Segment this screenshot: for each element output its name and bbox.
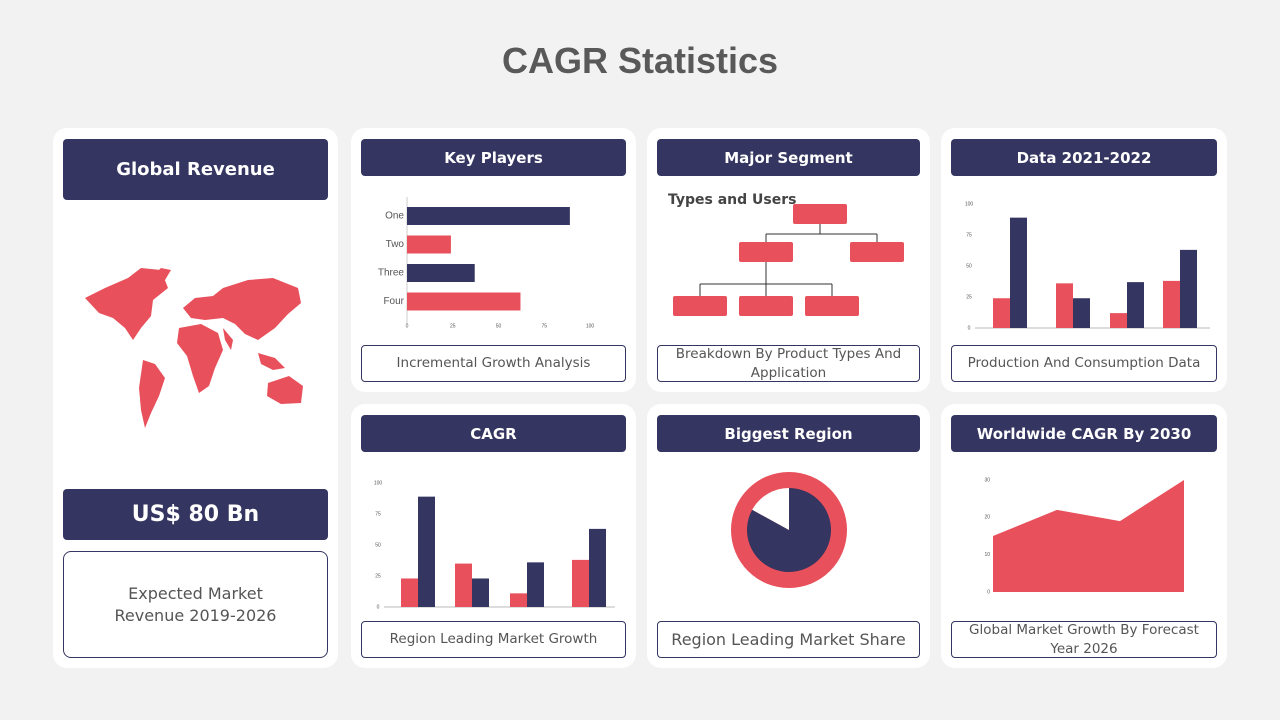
y-tick-label: 0 — [377, 604, 380, 610]
bar — [407, 264, 475, 282]
category-label: Three — [378, 268, 405, 279]
x-tick-label: 75 — [541, 323, 547, 329]
y-tick-label: 0 — [968, 325, 971, 331]
panel: Types and Users Major Segment Breakdown … — [647, 128, 930, 392]
revenue-caption: Expected Market Revenue 2019-2026 — [63, 551, 328, 658]
x-tick-label: 25 — [450, 323, 456, 329]
bar — [401, 578, 418, 607]
bar — [1110, 313, 1127, 328]
panel-caption: Region Leading Market Growth — [361, 621, 626, 658]
bar — [407, 235, 451, 254]
y-tick-label: 75 — [375, 511, 381, 517]
bar — [1010, 217, 1027, 328]
panel-caption: Production And Consumption Data — [951, 345, 1217, 382]
pie-slice — [752, 488, 789, 530]
y-tick-label: 75 — [966, 232, 972, 238]
y-tick-label: 20 — [984, 515, 990, 521]
panel-caption: Incremental Growth Analysis — [361, 345, 626, 382]
org-chart: Types and Users — [668, 192, 904, 316]
chart: 0 10 20 30 — [984, 477, 1184, 595]
chart: 0 25 50 75 100 One Two Three Four — [378, 197, 595, 329]
bar — [572, 559, 589, 607]
bar — [1180, 249, 1197, 328]
bar — [527, 562, 544, 607]
bar — [472, 578, 489, 607]
panel-caption: Breakdown By Product Types And Applicati… — [657, 345, 920, 382]
chart — [731, 472, 847, 588]
panel: 0 25 50 75 100 CAGR Region Leading Market Gr… — [351, 404, 636, 668]
bar — [1127, 282, 1144, 328]
bar — [455, 563, 472, 607]
y-tick-label: 50 — [375, 542, 381, 548]
area — [993, 480, 1184, 592]
y-tick-label: 0 — [987, 589, 990, 595]
bar — [418, 496, 435, 607]
y-tick-label: 10 — [984, 552, 990, 558]
panel-header: CAGR — [361, 415, 626, 452]
y-tick-label: 25 — [375, 573, 381, 579]
category-label: One — [385, 211, 404, 222]
panel: 0 10 20 30 Worldwide CAGR By 2030 Global Ma… — [941, 404, 1227, 668]
panel-header: Data 2021-2022 — [951, 139, 1217, 176]
panel-header: Biggest Region — [657, 415, 920, 452]
panel-header: Worldwide CAGR By 2030 — [951, 415, 1217, 452]
bar — [407, 207, 570, 225]
page-title: CAGR Statistics — [501, 40, 779, 81]
y-tick-label: 30 — [984, 477, 990, 483]
panel: Biggest Region Region Leading Market Sha… — [647, 404, 930, 668]
chart: 0 25 50 75 100 — [374, 480, 615, 610]
world-map — [85, 268, 303, 428]
y-tick-label: 50 — [966, 263, 972, 269]
bar — [1056, 283, 1073, 328]
panel: 0 25 50 75 100 Data 2021-2022 Production And… — [941, 128, 1227, 392]
chart: 0 25 50 75 100 — [965, 201, 1210, 331]
category-label: Two — [386, 239, 405, 250]
bar — [1163, 280, 1180, 328]
org-chart-label: Types and Users — [668, 192, 796, 208]
x-tick-label: 100 — [586, 323, 595, 329]
bar — [510, 593, 527, 607]
y-tick-label: 25 — [966, 294, 972, 300]
y-tick-label: 100 — [965, 201, 974, 207]
panel-caption: Global Market Growth By Forecast Year 20… — [951, 621, 1217, 658]
bar — [1073, 298, 1090, 328]
panel-header: Major Segment — [657, 139, 920, 176]
card-header: Global Revenue — [63, 139, 328, 200]
panel: 0 25 50 75 100 One Two Three Four Key Players In… — [351, 128, 636, 392]
bar — [589, 528, 606, 607]
revenue-amount: US$ 80 Bn — [63, 489, 328, 540]
bar — [993, 298, 1010, 328]
x-tick-label: 50 — [496, 323, 502, 329]
panel-caption: Region Leading Market Share — [657, 621, 920, 658]
panel-header: Key Players — [361, 139, 626, 176]
x-tick-label: 0 — [406, 323, 409, 329]
bar — [407, 292, 521, 311]
y-tick-label: 100 — [374, 480, 383, 486]
revenue-card: Global Revenue US$ 80 Bn Expected Market… — [53, 128, 338, 668]
category-label: Four — [383, 296, 404, 307]
